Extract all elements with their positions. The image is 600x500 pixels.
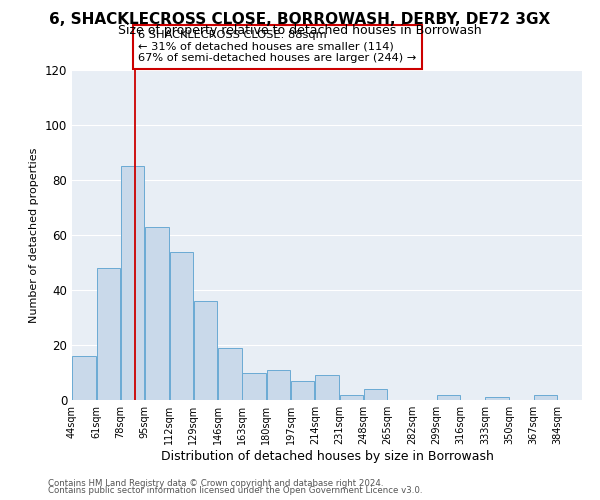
- Bar: [73, 356, 96, 400]
- Bar: [267, 370, 290, 400]
- Bar: [340, 394, 363, 400]
- Bar: [218, 348, 242, 400]
- Bar: [291, 381, 314, 400]
- Bar: [194, 301, 217, 400]
- Text: 6, SHACKLECROSS CLOSE, BORROWASH, DERBY, DE72 3GX: 6, SHACKLECROSS CLOSE, BORROWASH, DERBY,…: [49, 12, 551, 28]
- Text: Contains HM Land Registry data © Crown copyright and database right 2024.: Contains HM Land Registry data © Crown c…: [48, 478, 383, 488]
- Bar: [315, 375, 339, 400]
- Y-axis label: Number of detached properties: Number of detached properties: [29, 148, 39, 322]
- Bar: [97, 268, 120, 400]
- Bar: [170, 252, 193, 400]
- Bar: [534, 394, 557, 400]
- Bar: [364, 389, 387, 400]
- X-axis label: Distribution of detached houses by size in Borrowash: Distribution of detached houses by size …: [161, 450, 493, 463]
- Text: Size of property relative to detached houses in Borrowash: Size of property relative to detached ho…: [118, 24, 482, 37]
- Bar: [437, 394, 460, 400]
- Text: 6 SHACKLECROSS CLOSE: 88sqm
← 31% of detached houses are smaller (114)
67% of se: 6 SHACKLECROSS CLOSE: 88sqm ← 31% of det…: [139, 30, 416, 64]
- Bar: [242, 372, 266, 400]
- Text: Contains public sector information licensed under the Open Government Licence v3: Contains public sector information licen…: [48, 486, 422, 495]
- Bar: [121, 166, 145, 400]
- Bar: [145, 227, 169, 400]
- Bar: [485, 397, 509, 400]
